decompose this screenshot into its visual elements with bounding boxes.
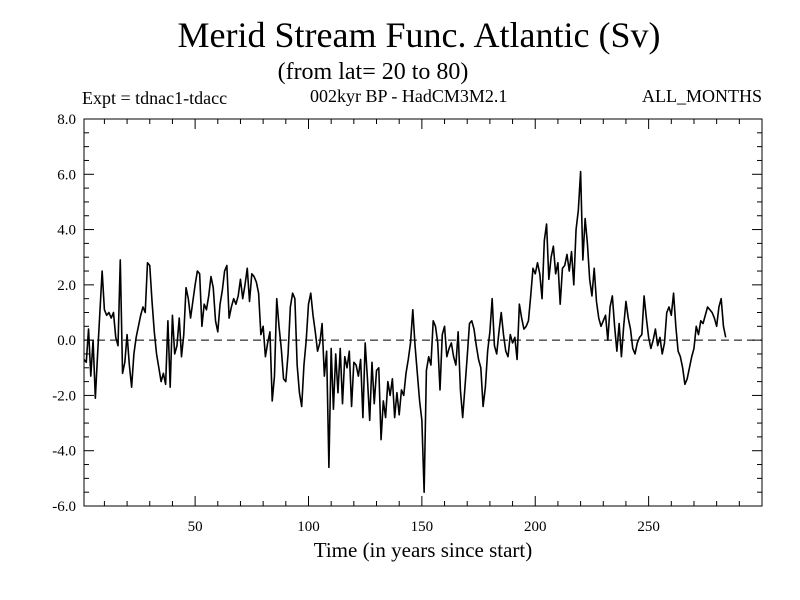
y-tick-label: 4.0 xyxy=(57,223,76,239)
x-axis-label: Time (in years since start) xyxy=(313,538,533,562)
x-tick-label: 200 xyxy=(524,519,547,535)
model-label: 002kyr BP - HadCM3M2.1 xyxy=(310,86,508,106)
plot-frame xyxy=(83,118,763,507)
x-axis: 50 100 150 200 250 xyxy=(103,119,740,535)
chart-subtitle: (from lat= 20 to 80) xyxy=(277,59,469,85)
y-tick-label: 0.0 xyxy=(57,333,76,349)
x-tick-label: 250 xyxy=(637,519,660,535)
x-tick-label: 50 xyxy=(188,519,203,535)
x-tick-label: 100 xyxy=(297,519,320,535)
y-tick-label: 8.0 xyxy=(57,112,76,128)
y-tick-label: 2.0 xyxy=(57,278,76,294)
y-tick-label: -6.0 xyxy=(52,499,76,515)
y-tick-label: -2.0 xyxy=(52,388,76,404)
series-line xyxy=(83,170,727,493)
y-axis: -6.0 -4.0 -2.0 0.0 2.0 4.0 6.0 8.0 xyxy=(52,112,762,515)
chart-title: Merid Stream Func. Atlantic (Sv) xyxy=(177,15,661,55)
y-tick-label: 6.0 xyxy=(57,167,76,183)
y-tick-label: -4.0 xyxy=(52,444,76,460)
period-label: ALL_MONTHS xyxy=(642,86,762,106)
experiment-label: Expt = tdnac1-tdacc xyxy=(82,88,228,108)
x-tick-label: 150 xyxy=(411,519,434,535)
